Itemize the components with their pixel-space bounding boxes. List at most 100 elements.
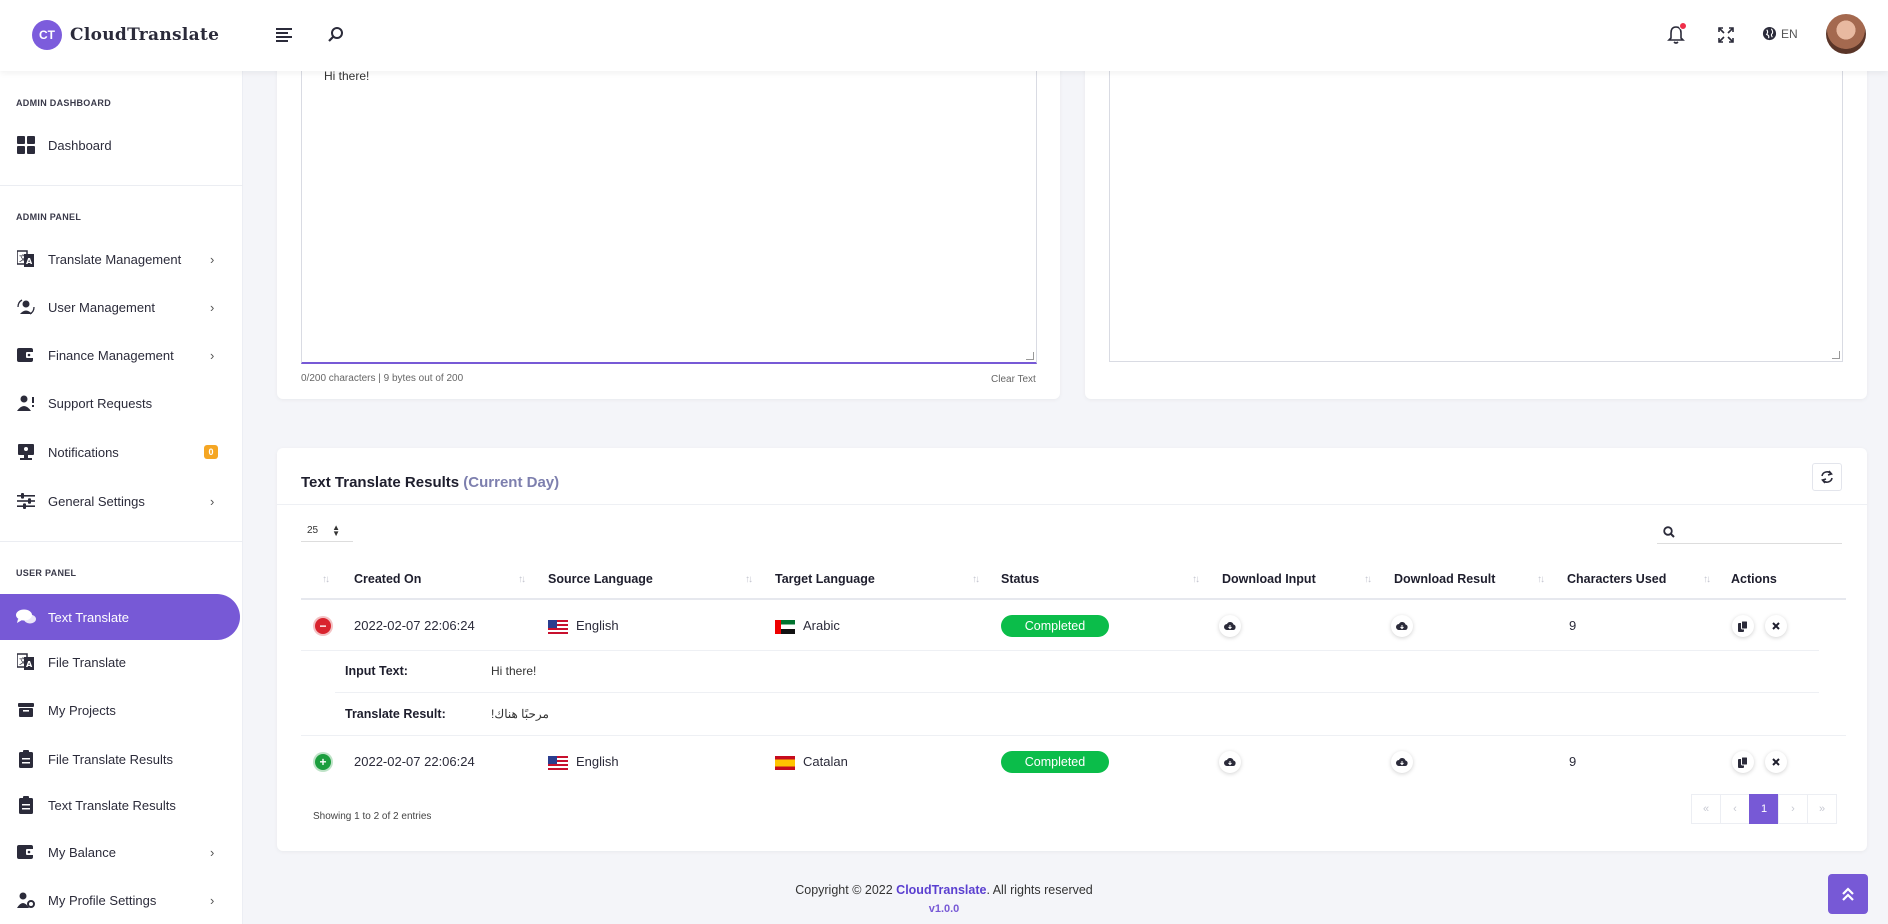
globe-icon	[1762, 26, 1777, 41]
search-icon	[1663, 525, 1675, 538]
footer-brand-link[interactable]: CloudTranslate	[896, 883, 987, 897]
sidebar-item-file-translate-results[interactable]: File Translate Results	[0, 736, 240, 782]
sidebar-item-finance-management[interactable]: Finance Management ›	[0, 332, 240, 378]
results-card: Text Translate Results (Current Day) 25 …	[277, 448, 1867, 851]
source-text-card: Hi there! 0/200 characters | 9 bytes out…	[277, 60, 1060, 399]
sidebar-item-label: My Profile Settings	[48, 892, 157, 908]
collapse-row-icon[interactable]: −	[315, 618, 331, 634]
sidebar-item-label: Text Translate Results	[48, 797, 176, 813]
sort-icon[interactable]: ↑↓	[518, 574, 526, 585]
next-page-button[interactable]: ›	[1778, 794, 1808, 824]
col-created-on[interactable]: Created On	[354, 572, 422, 586]
col-characters-used[interactable]: Characters Used	[1567, 572, 1667, 586]
expand-row-icon[interactable]: +	[315, 754, 331, 770]
col-download-result[interactable]: Download Result	[1394, 572, 1496, 586]
cell-created-on: 2022-02-07 22:06:24	[354, 754, 475, 769]
copy-button[interactable]	[1732, 615, 1754, 637]
sidebar-item-support-requests[interactable]: Support Requests	[0, 380, 240, 426]
clear-text-link[interactable]: Clear Text	[991, 374, 1036, 385]
language-switcher[interactable]: EN	[1762, 26, 1798, 41]
table-search-input[interactable]	[1657, 520, 1842, 544]
delete-button[interactable]	[1765, 751, 1787, 773]
source-text-value: Hi there!	[324, 69, 370, 83]
cell-target-language: Catalan	[775, 754, 848, 770]
chevron-right-icon: ›	[210, 300, 215, 315]
status-badge: Completed	[1001, 751, 1109, 773]
resize-handle-icon[interactable]	[1026, 352, 1034, 360]
archive-icon	[16, 700, 36, 720]
app-logo[interactable]: CT CloudTranslate	[32, 20, 219, 50]
catalan-flag-icon	[775, 755, 795, 770]
target-text-card	[1085, 60, 1867, 399]
sidebar-item-label: User Management	[48, 299, 155, 315]
sidebar-item-my-projects[interactable]: My Projects	[0, 687, 240, 733]
footer-copyright: Copyright © 2022 CloudTranslate. All rig…	[0, 883, 1888, 897]
col-target-language[interactable]: Target Language	[775, 572, 875, 586]
sort-icon[interactable]: ↑↓	[322, 574, 330, 585]
select-arrows-icon: ▲ ▼	[332, 522, 341, 538]
sort-icon[interactable]: ↑↓	[1703, 574, 1711, 585]
notification-icon	[16, 442, 36, 462]
prev-page-button[interactable]: ‹	[1720, 794, 1750, 824]
sort-icon[interactable]: ↑↓	[1192, 574, 1200, 585]
download-result-button[interactable]	[1391, 751, 1413, 773]
sort-icon[interactable]: ↑↓	[1364, 574, 1372, 585]
sidebar-item-label: Translate Management	[48, 251, 182, 267]
results-title: Text Translate Results (Current Day)	[301, 474, 559, 491]
source-textarea[interactable]: Hi there!	[301, 60, 1037, 364]
top-header: CT CloudTranslate EN	[0, 0, 1888, 71]
sidebar-item-general-settings[interactable]: General Settings ›	[0, 478, 240, 524]
sidebar-item-my-profile-settings[interactable]: My Profile Settings ›	[0, 877, 240, 923]
col-status[interactable]: Status	[1001, 572, 1040, 586]
first-page-button[interactable]: «	[1691, 794, 1721, 824]
fullscreen-icon[interactable]	[1713, 22, 1739, 48]
download-input-button[interactable]	[1219, 751, 1241, 773]
sidebar-item-label: Support Requests	[48, 395, 153, 411]
delete-button[interactable]	[1765, 615, 1787, 637]
sidebar-item-text-translate[interactable]: Text Translate	[0, 594, 240, 640]
download-input-button[interactable]	[1219, 615, 1241, 637]
sidebar-item-my-balance[interactable]: My Balance ›	[0, 829, 240, 875]
target-language-text: Arabic	[803, 618, 840, 633]
col-source-language[interactable]: Source Language	[548, 572, 653, 586]
sidebar-divider	[0, 185, 243, 186]
last-page-button[interactable]: »	[1807, 794, 1837, 824]
scroll-to-top-button[interactable]	[1828, 874, 1868, 914]
sort-icon[interactable]: ↑↓	[1537, 574, 1545, 585]
detail-result-value: مرحبًا هناك!	[491, 707, 549, 721]
svg-text:文: 文	[19, 253, 27, 263]
menu-toggle-icon[interactable]	[272, 22, 298, 48]
user-avatar[interactable]	[1826, 14, 1866, 54]
page-1-button[interactable]: 1	[1749, 794, 1779, 824]
section-user-panel: USER PANEL	[16, 568, 77, 578]
sidebar-item-label: Finance Management	[48, 347, 174, 363]
sidebar-item-text-translate-results[interactable]: Text Translate Results	[0, 782, 240, 828]
sidebar-item-dashboard[interactable]: Dashboard	[0, 122, 240, 168]
sidebar-item-user-management[interactable]: User Management ›	[0, 284, 240, 330]
row-divider	[301, 735, 1846, 736]
sidebar-item-notifications[interactable]: Notifications 0	[0, 429, 240, 475]
close-icon	[1772, 622, 1780, 630]
target-language-text: Catalan	[803, 754, 848, 769]
resize-handle-icon[interactable]	[1832, 351, 1840, 359]
col-download-input[interactable]: Download Input	[1222, 572, 1316, 586]
sort-icon[interactable]: ↑↓	[745, 574, 753, 585]
refresh-button[interactable]	[1812, 463, 1842, 491]
detail-input-label: Input Text:	[345, 664, 408, 678]
uae-flag-icon	[775, 619, 795, 634]
target-textarea[interactable]	[1109, 60, 1843, 362]
copy-button[interactable]	[1732, 751, 1754, 773]
sidebar-item-label: Text Translate	[48, 609, 129, 625]
pagination: « ‹ 1 › »	[1691, 794, 1837, 824]
bell-icon[interactable]	[1663, 22, 1689, 48]
sort-icon[interactable]: ↑↓	[972, 574, 980, 585]
download-result-button[interactable]	[1391, 615, 1413, 637]
search-icon[interactable]	[323, 22, 349, 48]
page-size-select[interactable]: 25 ▲ ▼	[301, 520, 353, 542]
user-settings-icon	[16, 890, 36, 910]
sidebar-item-label: File Translate Results	[48, 751, 173, 767]
